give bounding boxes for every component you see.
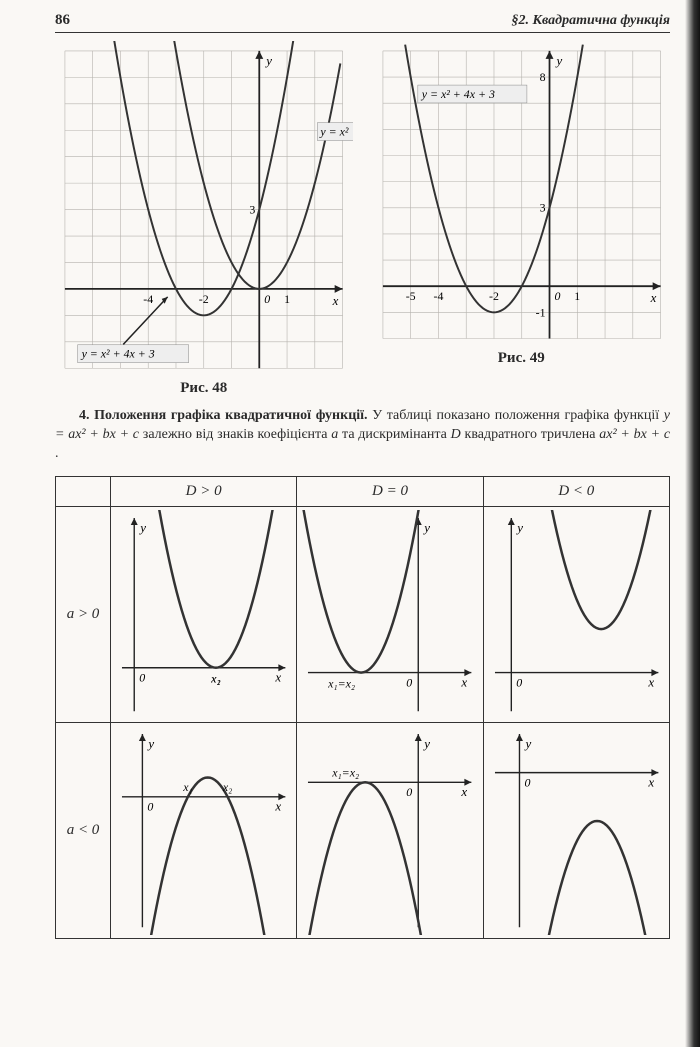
page-number: 86 bbox=[55, 12, 70, 29]
svg-text:x₂: x₂ bbox=[222, 780, 232, 794]
svg-text:x: x bbox=[332, 294, 339, 308]
svg-text:-5: -5 bbox=[405, 289, 415, 303]
svg-text:y = x² + 4x + 3: y = x² + 4x + 3 bbox=[420, 87, 494, 101]
figure-49: x y 0 3 8 -1 -2 -4 -5 1 y = x² + 4x + 3 Рис. 49 bbox=[373, 41, 671, 397]
row-label-a-neg: a < 0 bbox=[56, 723, 111, 939]
paragraph-4: 4. Положення графіка квадратичної функці… bbox=[55, 407, 670, 464]
page-right-edge bbox=[685, 0, 700, 1047]
paragraph-var-a: a bbox=[331, 427, 338, 442]
parabola-table: D > 0 D = 0 D < 0 a > 0 x y 0 x₁ x₂ x y 0 x₁=x₂ x y… bbox=[55, 476, 670, 939]
table-cell-parabola: x y 0 x₁=x₂ bbox=[297, 506, 483, 722]
svg-text:x₁: x₁ bbox=[182, 780, 192, 794]
svg-text:y = x²: y = x² bbox=[319, 125, 348, 139]
row-label-a-pos: a > 0 bbox=[56, 506, 111, 722]
svg-text:x: x bbox=[649, 291, 656, 305]
svg-text:x: x bbox=[647, 674, 654, 689]
svg-text:1: 1 bbox=[284, 292, 290, 306]
svg-text:0: 0 bbox=[516, 675, 522, 689]
table-cell-parabola: x y 0 x₁ x₂ bbox=[111, 723, 297, 939]
paragraph-text4: квадратного тричлена bbox=[465, 427, 600, 442]
paragraph-heading: Положення графіка квадратичної функції. bbox=[94, 408, 367, 423]
paragraph-text3: та дискримінанта bbox=[342, 427, 451, 442]
svg-text:x: x bbox=[461, 674, 468, 689]
svg-text:0: 0 bbox=[407, 785, 413, 799]
svg-text:x₂: x₂ bbox=[210, 672, 220, 686]
svg-text:1: 1 bbox=[574, 289, 580, 303]
paragraph-text2: залежно від знаків коефіцієнта bbox=[143, 427, 331, 442]
svg-text:0: 0 bbox=[407, 675, 413, 689]
svg-text:-2: -2 bbox=[199, 292, 209, 306]
svg-text:y: y bbox=[423, 520, 431, 535]
table-header-empty bbox=[56, 476, 111, 506]
table-cell-parabola: xy0x₁x₂ bbox=[111, 506, 297, 722]
figure-49-caption: Рис. 49 bbox=[373, 350, 671, 367]
svg-text:0: 0 bbox=[524, 776, 530, 790]
svg-text:y: y bbox=[423, 736, 431, 751]
table-cell-parabola: x y 0 bbox=[483, 723, 669, 939]
svg-text:x: x bbox=[647, 775, 654, 790]
svg-text:0: 0 bbox=[554, 289, 560, 303]
table-header-row: D > 0 D = 0 D < 0 bbox=[56, 476, 670, 506]
paragraph-period: . bbox=[55, 446, 59, 461]
table-cell-parabola: x y 0 bbox=[483, 506, 669, 722]
table-header-d-neg: D < 0 bbox=[483, 476, 669, 506]
svg-text:0: 0 bbox=[139, 671, 145, 685]
svg-text:x: x bbox=[461, 784, 468, 799]
svg-text:y: y bbox=[523, 736, 531, 751]
page-header: 86 §2. Квадратична функція bbox=[55, 12, 670, 33]
svg-text:0: 0 bbox=[147, 800, 153, 814]
svg-text:-4: -4 bbox=[433, 289, 443, 303]
paragraph-var-D: D bbox=[451, 427, 461, 442]
section-number: 4. bbox=[79, 408, 90, 423]
section-title: §2. Квадратична функція bbox=[511, 13, 670, 29]
svg-text:3: 3 bbox=[539, 201, 545, 215]
svg-text:y: y bbox=[515, 520, 523, 535]
svg-text:x: x bbox=[274, 799, 281, 814]
svg-text:y: y bbox=[264, 54, 272, 68]
svg-text:x₁=x₂: x₁=x₂ bbox=[332, 765, 360, 779]
svg-text:x: x bbox=[274, 670, 281, 685]
paragraph-text1: У таблиці показано положення графіка фун… bbox=[372, 408, 664, 423]
svg-text:-2: -2 bbox=[489, 289, 499, 303]
svg-text:y: y bbox=[146, 736, 154, 751]
svg-text:y: y bbox=[138, 520, 146, 535]
table-header-d-zero: D = 0 bbox=[297, 476, 483, 506]
figure-48-caption: Рис. 48 bbox=[55, 380, 353, 397]
figure-48: x y 0 3 -2 -4 1 y = x² y = x² + 4x + 3 Рис. 48 bbox=[55, 41, 353, 397]
svg-text:x₁=x₂: x₁=x₂ bbox=[327, 676, 355, 690]
table-row: a > 0xy0x₁x₂xy0x₁=x₂xy0 bbox=[56, 506, 670, 722]
table-header-d-pos: D > 0 bbox=[111, 476, 297, 506]
paragraph-formula2: ax² + bx + c bbox=[599, 427, 670, 442]
svg-text:3: 3 bbox=[249, 203, 255, 217]
svg-text:y: y bbox=[554, 54, 562, 68]
table-cell-parabola: x y 0 x₁=x₂ bbox=[297, 723, 483, 939]
svg-text:y = x² + 4x + 3: y = x² + 4x + 3 bbox=[81, 347, 155, 361]
table-row: a < 0 x y 0 x₁ x₂ x y 0 x₁=x₂ x y 0 bbox=[56, 723, 670, 939]
svg-text:8: 8 bbox=[539, 70, 545, 84]
svg-text:-4: -4 bbox=[143, 292, 153, 306]
svg-text:0: 0 bbox=[264, 292, 270, 306]
figures-row: x y 0 3 -2 -4 1 y = x² y = x² + 4x + 3 Рис. 48 x… bbox=[55, 41, 670, 397]
svg-text:-1: -1 bbox=[535, 305, 545, 319]
